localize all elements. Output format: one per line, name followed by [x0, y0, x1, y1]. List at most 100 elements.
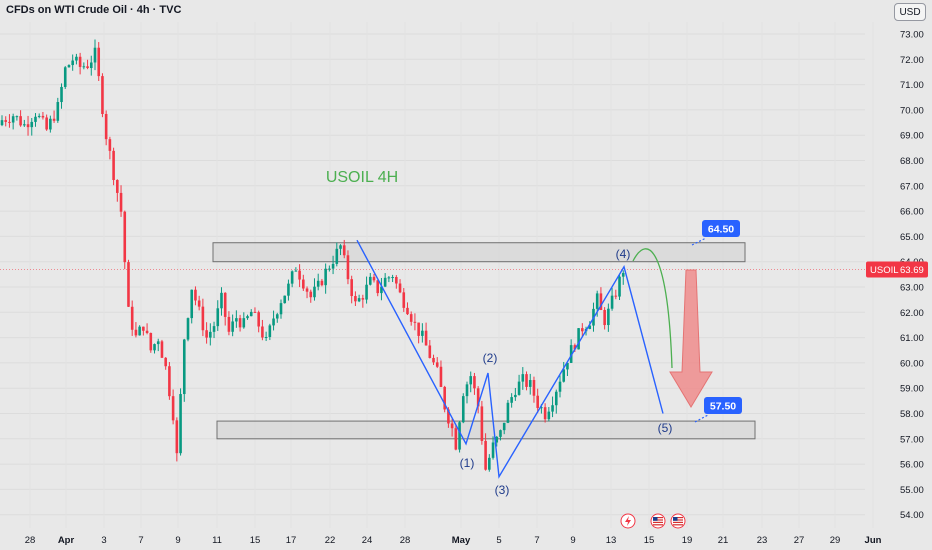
candle-body: [454, 428, 458, 450]
candle-body: [461, 396, 465, 423]
candle-body: [246, 316, 249, 319]
time-label-29: 29: [830, 535, 841, 546]
candle-body: [231, 321, 234, 332]
price-label-69.00: 69.00: [900, 131, 924, 142]
candle-body: [119, 192, 123, 212]
candle-body: [78, 56, 82, 67]
candle-body: [235, 318, 238, 322]
flag-stripe: [673, 524, 683, 526]
candle-body: [502, 422, 506, 431]
candle-body: [272, 318, 275, 326]
candle-body: [216, 308, 220, 327]
price-axis[interactable]: 73.00 72.00 71.00 70.00 69.00 68.00 67.00 66.00…: [866, 30, 928, 522]
candle-body: [171, 396, 175, 421]
wave-label: (1): [460, 456, 475, 470]
candle-body: [220, 292, 223, 309]
candle-body: [432, 357, 435, 363]
candle-body: [413, 321, 417, 323]
candle-body: [558, 381, 562, 392]
flag-stripe: [673, 521, 683, 523]
projection-arc: [632, 248, 673, 369]
time-label-Apr: Apr: [58, 535, 75, 546]
candle-body: [190, 289, 194, 319]
candle-body: [335, 248, 339, 264]
price-label-72.00: 72.00: [900, 55, 924, 66]
flag-stripe: [653, 521, 663, 523]
candle-body: [130, 306, 134, 330]
candle-body: [528, 380, 532, 387]
candle-body: [346, 255, 350, 280]
candle-body: [123, 211, 127, 263]
candle-body: [491, 442, 495, 458]
time-label-19: 19: [682, 535, 693, 546]
candle-body: [342, 245, 346, 256]
candle-body: [287, 283, 290, 296]
candle-body: [540, 407, 543, 409]
price-label-68.00: 68.00: [900, 156, 924, 167]
candle-body: [435, 362, 439, 367]
time-label-7: 7: [534, 535, 539, 546]
time-label-28: 28: [400, 535, 411, 546]
candle-body: [621, 273, 625, 277]
price-label-54.00: 54.00: [900, 510, 924, 521]
price-label-55.00: 55.00: [900, 485, 924, 496]
candle-body: [614, 295, 618, 297]
time-axis[interactable]: 28 Apr 3 7 9 11 15 17 22 24 28 May 5 7 9 13 15 19 21 23 27 29…: [25, 535, 882, 546]
candle-body: [525, 374, 528, 387]
time-label-9: 9: [570, 535, 575, 546]
candle-body: [387, 277, 391, 279]
candle-body: [279, 303, 283, 315]
wave-label: (4): [616, 247, 631, 261]
candle-body: [82, 66, 86, 68]
candle-body: [514, 394, 517, 398]
candle-body: [67, 65, 71, 68]
candle-body: [257, 312, 260, 327]
lower-target-pointer: [694, 414, 709, 423]
candle-body: [588, 325, 592, 329]
price-label-66.00: 66.00: [900, 207, 924, 218]
candle-body: [476, 388, 480, 407]
candle-body: [566, 362, 569, 370]
candle-body: [465, 384, 469, 397]
upper-target-badge: 64.50: [708, 224, 734, 236]
candle-body: [554, 391, 558, 406]
wave-path: [356, 239, 664, 479]
candle-body: [618, 276, 621, 297]
price-label-73.00: 73.00: [900, 30, 924, 41]
candle-body: [30, 121, 34, 128]
flag-stripe: [673, 517, 683, 519]
candle-body: [175, 420, 179, 454]
candle-body: [194, 289, 197, 301]
price-label-58.00: 58.00: [900, 409, 924, 420]
price-tag-bg: [866, 261, 928, 278]
candle-body: [395, 277, 398, 284]
us-flag-icon: [670, 513, 686, 529]
candle-body: [543, 407, 547, 420]
price-label-63.00: 63.00: [900, 283, 924, 294]
candle-body: [156, 341, 160, 345]
grid-lines: [0, 22, 874, 528]
time-label-17: 17: [286, 535, 297, 546]
lower-target-badge: 57.50: [710, 401, 736, 413]
candle-body: [227, 316, 231, 332]
candle-body: [391, 277, 394, 279]
candle-body: [201, 306, 205, 331]
candle-body: [569, 345, 573, 363]
price-label-67.00: 67.00: [900, 181, 924, 192]
candle-body: [350, 279, 353, 297]
candle-body: [26, 124, 30, 128]
time-label-28: 28: [25, 535, 36, 546]
time-label-11: 11: [212, 535, 222, 546]
candle-body: [160, 341, 164, 358]
candle-body: [532, 380, 536, 396]
candle-body: [447, 409, 450, 424]
candle-body: [547, 411, 551, 420]
candle-body: [101, 76, 104, 114]
candle-body: [116, 180, 119, 193]
price-label-61.00: 61.00: [900, 333, 924, 344]
currency-button[interactable]: USD: [894, 3, 926, 21]
candle-body: [63, 67, 67, 87]
candle-body: [484, 440, 487, 470]
candle-body: [97, 47, 101, 77]
